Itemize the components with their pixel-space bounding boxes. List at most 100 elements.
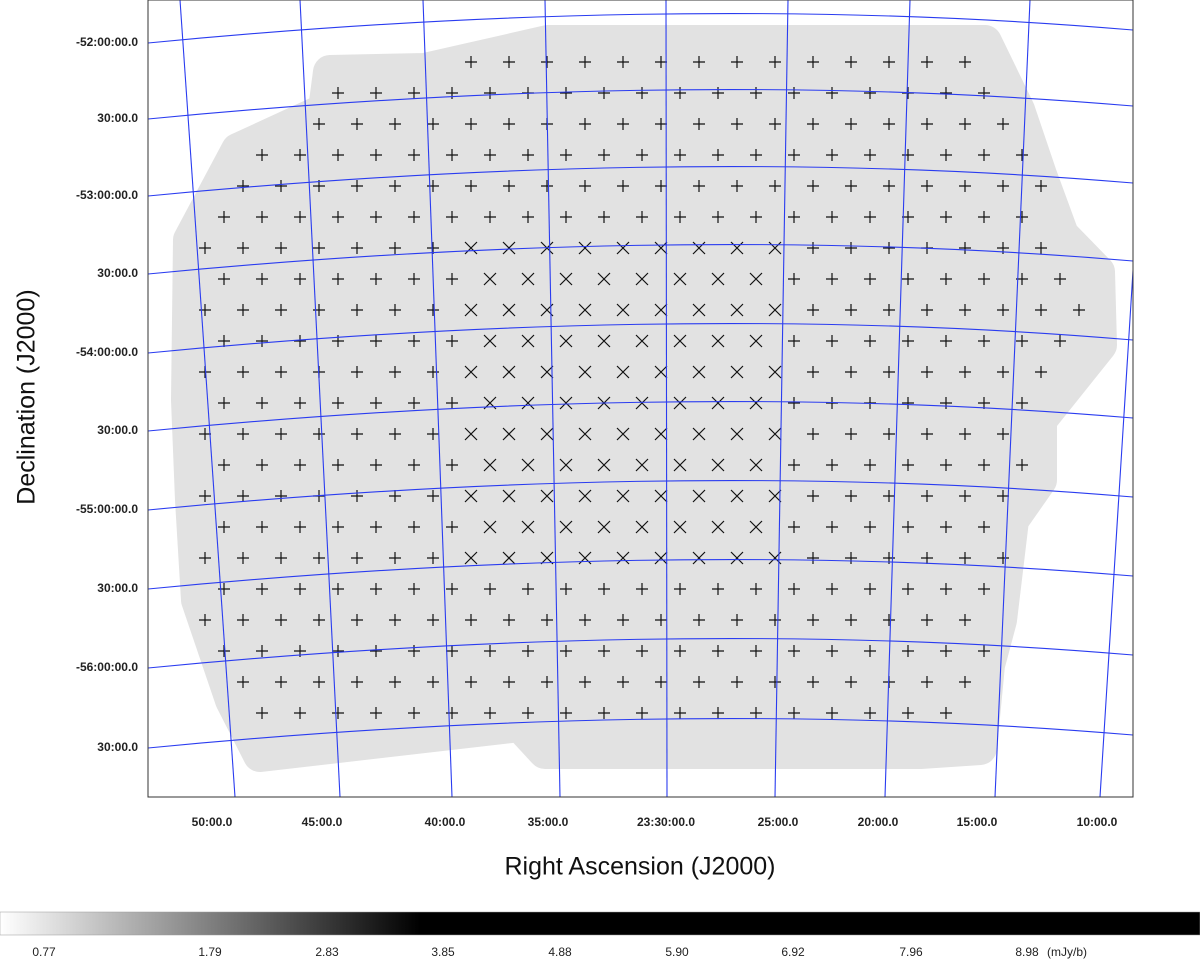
plus-marker <box>351 428 363 440</box>
plus-marker <box>332 149 344 161</box>
plus-marker <box>256 273 268 285</box>
x-marker <box>692 303 706 317</box>
plus-marker <box>826 211 838 223</box>
plus-marker <box>522 645 534 657</box>
plus-marker <box>1016 149 1028 161</box>
plus-marker <box>218 521 230 533</box>
plus-marker <box>617 676 629 688</box>
plus-marker <box>921 552 933 564</box>
x-marker <box>654 365 668 379</box>
plus-marker <box>769 56 781 68</box>
plus-marker <box>389 552 401 564</box>
plus-marker <box>484 87 496 99</box>
plus-marker <box>294 211 306 223</box>
plus-marker <box>370 211 382 223</box>
plus-marker <box>598 211 610 223</box>
ra-grid-line <box>884 0 911 797</box>
plus-marker <box>845 428 857 440</box>
y-axis-label: Declination (J2000) <box>13 289 41 504</box>
x-marker <box>578 427 592 441</box>
plus-marker <box>446 583 458 595</box>
plus-marker <box>902 583 914 595</box>
x-marker <box>673 520 687 534</box>
plus-marker <box>275 614 287 626</box>
plus-marker <box>218 583 230 595</box>
plus-marker <box>332 459 344 471</box>
plus-marker <box>256 521 268 533</box>
x-marker <box>483 458 497 472</box>
y-tick-label: 30:00.0 <box>97 740 138 754</box>
plus-marker <box>902 335 914 347</box>
plus-marker <box>826 87 838 99</box>
dec-grid-line <box>148 400 1133 432</box>
plus-marker <box>674 211 686 223</box>
plus-marker <box>940 211 952 223</box>
x-marker <box>578 303 592 317</box>
x-marker <box>616 551 630 565</box>
plus-marker <box>313 242 325 254</box>
plus-marker <box>579 56 591 68</box>
x-marker <box>654 489 668 503</box>
plus-marker <box>427 428 439 440</box>
plus-marker <box>427 180 439 192</box>
plus-marker <box>313 552 325 564</box>
plus-marker <box>256 211 268 223</box>
plus-marker <box>560 211 572 223</box>
x-marker <box>559 272 573 286</box>
plus-marker <box>446 211 458 223</box>
x-tick-label: 40:00.0 <box>425 815 466 829</box>
plus-marker <box>313 118 325 130</box>
plus-marker <box>655 180 667 192</box>
x-marker <box>521 272 535 286</box>
plus-marker <box>484 149 496 161</box>
plus-marker <box>541 676 553 688</box>
plus-marker <box>484 583 496 595</box>
plus-marker <box>465 118 477 130</box>
plus-marker <box>294 335 306 347</box>
plus-marker <box>845 304 857 316</box>
x-tick-label: 20:00.0 <box>858 815 899 829</box>
plus-marker <box>788 459 800 471</box>
plus-marker <box>218 335 230 347</box>
plus-marker <box>959 242 971 254</box>
x-marker <box>673 272 687 286</box>
plus-marker <box>427 490 439 502</box>
plus-marker <box>237 180 249 192</box>
plus-marker <box>788 335 800 347</box>
colorbar <box>0 911 1200 936</box>
ra-grid-line <box>422 0 453 797</box>
plus-marker <box>883 614 895 626</box>
plus-marker <box>845 118 857 130</box>
x-marker <box>597 272 611 286</box>
x-marker <box>654 551 668 565</box>
dec-grid-line <box>148 558 1133 590</box>
ra-grid-line <box>179 0 236 797</box>
x-marker <box>597 334 611 348</box>
plus-marker <box>959 614 971 626</box>
y-tick-label: 30:00.0 <box>97 581 138 595</box>
plus-marker <box>617 56 629 68</box>
plus-marker <box>199 242 211 254</box>
plus-marker <box>503 676 515 688</box>
colorbar-label: 1.79 <box>198 945 222 959</box>
x-marker <box>749 520 763 534</box>
plus-marker <box>446 397 458 409</box>
plus-marker <box>655 614 667 626</box>
plus-marker <box>351 180 363 192</box>
plus-marker <box>883 56 895 68</box>
plus-marker <box>997 180 1009 192</box>
ra-grid-line <box>544 0 561 797</box>
plus-marker <box>788 707 800 719</box>
plus-marker <box>579 118 591 130</box>
plus-marker <box>826 645 838 657</box>
plus-marker <box>427 242 439 254</box>
x-marker <box>692 427 706 441</box>
plus-marker <box>579 180 591 192</box>
ra-grid-line <box>774 0 789 797</box>
x-marker <box>559 458 573 472</box>
plus-marker <box>712 707 724 719</box>
plus-marker <box>446 273 458 285</box>
colorbar-label: 2.83 <box>315 945 339 959</box>
plus-marker <box>294 707 306 719</box>
